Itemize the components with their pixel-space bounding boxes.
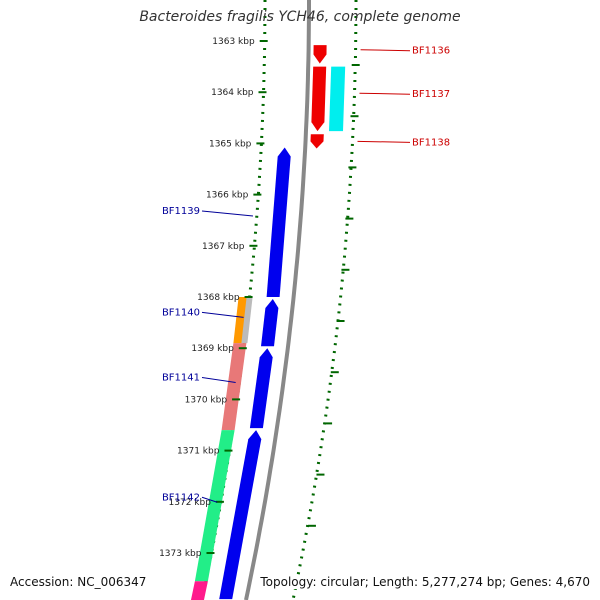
scale-tick-label: 1367 kbp [202,242,245,252]
gene-labels: BF1136 BF1137 BF1138 BF1139 BF1140 BF1141 BF11… [162,46,450,504]
gene-arrow-bf1142[interactable] [219,430,262,600]
feature-block [329,66,346,132]
gene-leader-line [201,496,218,503]
scale-tick-label: 1371 kbp [177,447,220,457]
scale-tick-label: 1366 kbp [206,191,249,201]
gene-track [219,45,327,600]
gene-arrow-bf1141[interactable] [249,348,273,429]
scale-tick-label: 1370 kbp [185,395,228,405]
gene-leader-line [360,49,411,52]
scale-tick-label: 1365 kbp [209,139,252,149]
gene-label-bf1141[interactable]: BF1141 [162,372,200,383]
feature-block [190,581,208,600]
scale-tick-label: 1364 kbp [211,88,254,98]
gene-label-bf1138[interactable]: BF1138 [412,137,450,148]
gene-arrow-bf1137[interactable] [311,66,327,132]
feature-block [194,430,235,582]
scale-tick-label: 1369 kbp [191,344,234,354]
gene-arrow-bf1138[interactable] [310,134,324,149]
scale-tick-label: 1372 kbp [169,498,212,508]
genome-summary-text: Topology: circular; Length: 5,277,274 bp… [258,575,592,589]
gene-leader-line [359,92,411,95]
gene-label-bf1140[interactable]: BF1140 [162,307,200,318]
scale-tick-label: 1368 kbp [197,293,240,303]
gene-label-bf1142[interactable]: BF1142 [162,492,200,503]
gene-arrow-bf1140[interactable] [261,299,279,347]
scale-tick-label: 1363 kbp [212,37,255,47]
feature-track [190,66,346,600]
gene-arrow-bf1139[interactable] [266,147,291,298]
gene-leader-line [201,311,244,318]
gene-label-bf1137[interactable]: BF1137 [412,89,450,100]
feature-block [241,297,253,344]
gene-label-bf1139[interactable]: BF1139 [162,206,200,217]
feature-block [221,343,247,431]
accession-text: Accession: NC_006347 [8,575,149,589]
gene-leader-line [201,210,254,217]
gene-label-bf1136[interactable]: BF1136 [412,46,450,57]
map-title: Bacteroides fragilis YCH46, complete gen… [139,9,461,25]
genome-backbone [244,0,311,600]
scale-tick-label: 1373 kbp [159,549,202,559]
kbp-scale: 1363 kbp 1364 kbp 1365 kbp 1366 kbp 1367 kbp… [159,37,360,578]
gene-leader-line [201,376,236,383]
gene-arrow-bf1136[interactable] [313,45,327,64]
gene-leader-line [357,140,411,143]
